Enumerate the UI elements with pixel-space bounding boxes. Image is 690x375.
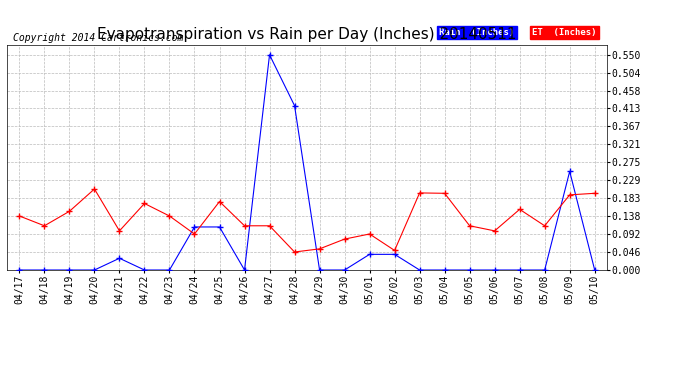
Text: Rain  (Inches): Rain (Inches) [439,28,514,37]
Text: ET  (Inches): ET (Inches) [532,28,597,37]
Text: Copyright 2014 Cartronics.com: Copyright 2014 Cartronics.com [13,33,184,43]
Title: Evapotranspiration vs Rain per Day (Inches) 20140511: Evapotranspiration vs Rain per Day (Inch… [97,27,517,42]
